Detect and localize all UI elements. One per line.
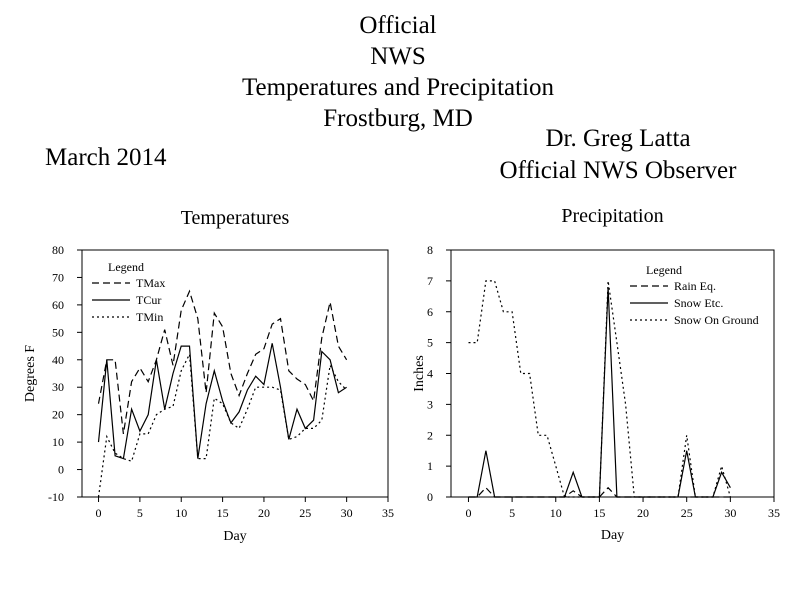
- precip-series-snow-on-ground-line: [468, 280, 731, 498]
- temp-y-tick-label: 80: [52, 243, 64, 257]
- precip-legend-title: Legend: [646, 263, 682, 277]
- temp-y-axis-label: Degrees F: [23, 345, 38, 402]
- precip-x-tick-label: 10: [550, 506, 562, 520]
- precip-x-tick-label: 20: [637, 506, 649, 520]
- temp-y-tick-label: 10: [52, 435, 64, 449]
- temp-x-tick-label: 25: [299, 506, 311, 520]
- temp-x-tick-label: 20: [258, 506, 270, 520]
- observer-title: Official NWS Observer: [499, 157, 737, 184]
- temp-legend-label: TMin: [136, 310, 163, 324]
- precip-y-tick-label: 8: [427, 243, 433, 257]
- temp-series-tmax-line: [97, 289, 348, 434]
- precip-legend-label: Snow Etc.: [674, 296, 723, 310]
- temp-y-tick-label: 60: [52, 298, 64, 312]
- temp-series-tmin-line: [97, 352, 348, 498]
- temp-y-tick-label: 40: [52, 353, 64, 367]
- precip-x-tick-label: 5: [509, 506, 515, 520]
- precip-y-axis-label: Inches: [412, 355, 427, 392]
- precip-y-tick-label: 1: [427, 459, 433, 473]
- temp-y-tick-label: 70: [52, 270, 64, 284]
- precip-y-tick-label: 0: [427, 490, 433, 504]
- precip-x-tick-label: 25: [681, 506, 693, 520]
- precip-y-tick-label: 6: [427, 305, 433, 319]
- month-label: March 2014: [45, 144, 167, 171]
- title-line-4: Frostburg, MD: [323, 105, 473, 132]
- precip-x-tick-label: 30: [724, 506, 736, 520]
- precip-x-tick-label: 35: [768, 506, 780, 520]
- precip-legend-label: Snow On Ground: [674, 313, 759, 327]
- temp-series-tcur-line: [97, 343, 347, 460]
- precip-legend-label: Rain Eq.: [674, 279, 716, 293]
- temp-x-tick-label: 30: [341, 506, 353, 520]
- temp-y-tick-label: 30: [52, 380, 64, 394]
- precip-y-tick-label: 7: [427, 274, 433, 288]
- temp-legend-label: TCur: [136, 293, 161, 307]
- temp-x-tick-label: 0: [96, 506, 102, 520]
- precip-chart-title: Precipitation: [561, 205, 663, 227]
- temp-x-tick-label: 15: [217, 506, 229, 520]
- precip-y-tick-label: 5: [427, 336, 433, 350]
- temp-y-tick-label: 0: [58, 463, 64, 477]
- precip-x-tick-label: 0: [465, 506, 471, 520]
- precip-y-tick-label: 3: [427, 397, 433, 411]
- temp-x-tick-label: 5: [137, 506, 143, 520]
- temp-legend-label: TMax: [136, 276, 165, 290]
- title-line-3: Temperatures and Precipitation: [241, 74, 555, 101]
- title-line-1: Official: [359, 12, 437, 39]
- precip-x-axis-label: Day: [601, 528, 624, 543]
- precip-y-tick-label: 2: [427, 428, 433, 442]
- temp-y-tick-label: 20: [52, 408, 64, 422]
- observer-name: Dr. Greg Latta: [545, 125, 691, 152]
- temp-x-tick-label: 35: [382, 506, 394, 520]
- temp-x-axis-label: Day: [223, 529, 246, 544]
- precip-x-tick-label: 15: [593, 506, 605, 520]
- precip-plot-frame: [450, 249, 775, 498]
- title-line-2: NWS: [370, 43, 426, 70]
- temp-x-tick-label: 10: [175, 506, 187, 520]
- temp-chart-title: Temperatures: [181, 207, 290, 229]
- temp-y-tick-label: -10: [48, 490, 64, 504]
- temp-legend-title: Legend: [108, 260, 144, 274]
- temp-y-tick-label: 50: [52, 325, 64, 339]
- temp-plot-frame: [81, 249, 389, 498]
- precip-y-tick-label: 4: [427, 367, 433, 381]
